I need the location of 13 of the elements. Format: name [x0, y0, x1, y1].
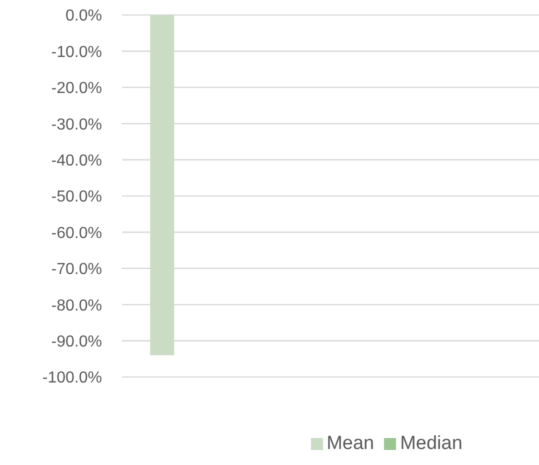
y-tick-label: -10.0%	[51, 44, 102, 61]
legend-label: Mean	[326, 433, 374, 454]
y-tick-label: -60.0%	[51, 224, 102, 242]
y-tick-label: -50.0%	[51, 188, 102, 206]
y-tick-label: -80.0%	[51, 297, 102, 314]
legend-label: Median	[400, 433, 462, 454]
y-tick-label: -90.0%	[51, 333, 102, 350]
y-tick-label: -20.0%	[51, 80, 102, 98]
y-tick-label: -100.0%	[42, 370, 102, 387]
y-tick-label: -30.0%	[51, 116, 102, 134]
y-tick-label: -70.0%	[51, 261, 102, 278]
y-tick-label: -40.0%	[51, 152, 102, 170]
y-tick-label: 0.0%	[66, 8, 102, 25]
